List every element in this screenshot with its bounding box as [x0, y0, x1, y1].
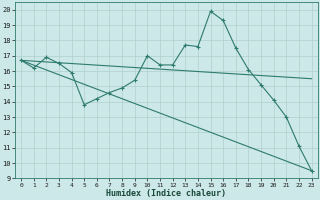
- X-axis label: Humidex (Indice chaleur): Humidex (Indice chaleur): [106, 189, 226, 198]
